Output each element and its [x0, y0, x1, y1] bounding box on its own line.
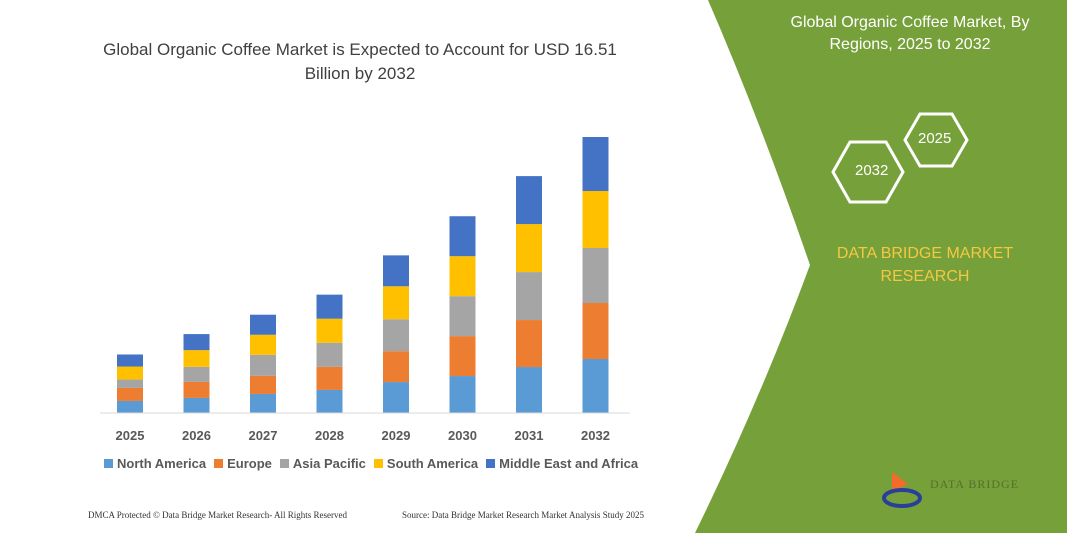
bar-segment-2025-middle-east-and-africa — [117, 354, 143, 367]
x-tick-label: 2029 — [382, 428, 411, 443]
bar-segment-2028-south-america — [316, 318, 343, 343]
hex-year-2032: 2032 — [855, 162, 889, 179]
bar-segment-2026-asia-pacific — [183, 366, 210, 382]
bar-segment-2032-south-america — [582, 190, 609, 249]
x-tick-label: 2025 — [116, 428, 145, 443]
legend-label: South America — [386, 456, 479, 471]
bar-segment-2030-asia-pacific — [449, 296, 476, 337]
bar-segment-2027-europe — [250, 375, 276, 394]
hexagon-2025 — [903, 112, 969, 168]
footer-copyright: DMCA Protected © Data Bridge Market Rese… — [88, 510, 348, 520]
bar-segment-2029-north-america — [383, 382, 409, 413]
bar-segment-2027-asia-pacific — [250, 354, 276, 376]
bar-segment-2031-middle-east-and-africa — [516, 176, 542, 225]
bar-segment-2031-asia-pacific — [516, 272, 542, 321]
bar-segment-2025-asia-pacific — [117, 379, 143, 388]
bar-segment-2030-south-america — [449, 256, 476, 297]
x-tick-label: 2027 — [249, 428, 278, 443]
bar-segment-2026-north-america — [183, 397, 210, 413]
bar-segment-2025-north-america — [117, 400, 143, 413]
x-tick-label: 2031 — [515, 428, 544, 443]
legend-item: Middle East and Africa — [486, 456, 638, 471]
x-tick-label: 2028 — [315, 428, 344, 443]
bar-segment-2026-europe — [183, 381, 210, 398]
bar-segment-2032-asia-pacific — [582, 248, 609, 304]
bar-segment-2030-europe — [449, 336, 476, 377]
bar-segment-2030-middle-east-and-africa — [449, 216, 476, 257]
bar-segment-2027-south-america — [250, 334, 276, 355]
bar-segment-2025-europe — [117, 387, 143, 401]
bar-segment-2025-south-america — [117, 366, 143, 380]
bar-segment-2029-middle-east-and-africa — [383, 255, 409, 287]
bar-segment-2029-asia-pacific — [383, 319, 409, 352]
brand-name: DATA BRIDGE MARKET RESEARCH — [836, 245, 1014, 285]
legend-item: Asia Pacific — [279, 456, 366, 471]
hex-year-2025: 2025 — [918, 130, 952, 147]
bar-segment-2029-south-america — [383, 286, 409, 320]
legend: North America Europe Asia Pacific South Ame… — [104, 456, 638, 471]
bar-segment-2032-europe — [582, 303, 609, 360]
legend-item: Europe — [214, 456, 272, 471]
footer-source: Source: Data Bridge Market Research Mark… — [402, 510, 644, 520]
x-tick-label: 2032 — [581, 428, 610, 443]
bar-segment-2028-middle-east-and-africa — [316, 294, 343, 319]
data-bridge-logo — [882, 472, 922, 508]
bar-segment-2028-north-america — [316, 389, 343, 413]
bar-segment-2032-middle-east-and-africa — [582, 137, 609, 191]
bar-segment-2031-north-america — [516, 367, 542, 413]
side-panel-title: Global Organic Coffee Market, By Regions… — [790, 14, 1030, 53]
legend-swatch — [214, 459, 224, 468]
bar-segment-2028-asia-pacific — [316, 342, 343, 367]
bar-segment-2029-europe — [383, 351, 409, 383]
legend-item: North America — [104, 456, 206, 471]
legend-swatch — [373, 459, 383, 468]
legend-item: South America — [373, 456, 479, 471]
x-tick-label: 2030 — [448, 428, 477, 443]
legend-swatch — [486, 459, 496, 468]
hexagon-2032 — [831, 140, 905, 204]
bar-segment-2026-middle-east-and-africa — [183, 334, 210, 351]
bar-segment-2031-europe — [516, 320, 542, 368]
logo-text: DATA BRIDGE — [930, 477, 1020, 491]
bar-segment-2028-europe — [316, 366, 343, 390]
bar-segment-2031-south-america — [516, 224, 542, 273]
legend-label: Asia Pacific — [292, 456, 366, 471]
bar-segment-2030-north-america — [449, 376, 476, 413]
chart-title: Global Organic Coffee Market is Expected… — [103, 40, 617, 83]
legend-label: Middle East and Africa — [499, 456, 639, 471]
x-tick-label: 2026 — [182, 428, 211, 443]
bar-segment-2032-north-america — [582, 359, 609, 413]
legend-swatch — [279, 459, 289, 468]
bar-segment-2027-north-america — [250, 393, 276, 413]
bar-segment-2027-middle-east-and-africa — [250, 314, 276, 335]
legend-label: North America — [117, 456, 207, 471]
legend-label: Europe — [227, 456, 272, 471]
legend-swatch — [104, 459, 113, 468]
bar-segment-2026-south-america — [183, 350, 210, 367]
